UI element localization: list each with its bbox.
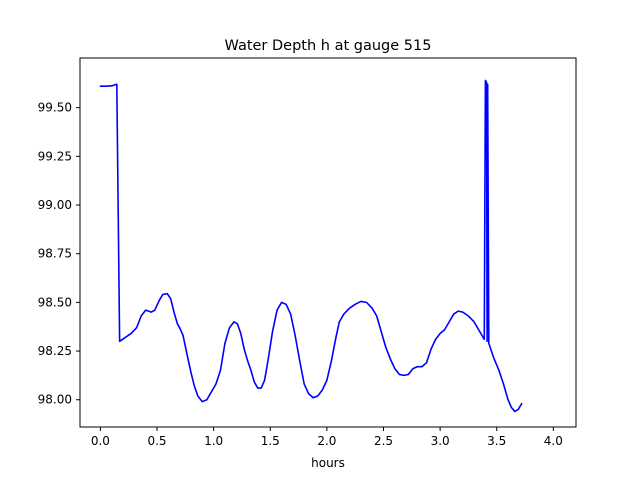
y-tick-label: 99.00 xyxy=(38,198,72,212)
x-tick-label: 3.5 xyxy=(487,434,506,448)
x-tick-label: 3.0 xyxy=(431,434,450,448)
x-tick-label: 0.5 xyxy=(147,434,166,448)
y-tick-label: 99.50 xyxy=(38,101,72,115)
x-axis-ticks: 0.0 0.5 1.0 1.5 2.0 2.5 3.0 3.5 4.0 xyxy=(91,427,563,448)
series-line-0 xyxy=(99,79,523,413)
x-axis-label: hours xyxy=(311,456,345,470)
chart-title: Water Depth h at gauge 515 xyxy=(225,38,432,54)
y-tick-label: 98.00 xyxy=(38,393,72,407)
y-tick-label: 99.25 xyxy=(38,149,72,163)
y-tick-label: 98.50 xyxy=(38,295,72,309)
y-axis-ticks: 98.00 98.25 98.50 98.75 99.00 99.25 99.50 xyxy=(38,101,80,407)
series-group xyxy=(99,79,523,413)
plot-area xyxy=(80,58,576,427)
x-tick-label: 4.0 xyxy=(544,434,563,448)
plot-frame xyxy=(79,57,577,428)
x-tick-label: 2.5 xyxy=(374,434,393,448)
x-tick-label: 2.0 xyxy=(317,434,336,448)
y-tick-label: 98.75 xyxy=(38,247,72,261)
x-tick-label: 1.0 xyxy=(204,434,223,448)
x-tick-label: 0.0 xyxy=(91,434,110,448)
x-tick-label: 1.5 xyxy=(261,434,280,448)
y-tick-label: 98.25 xyxy=(38,344,72,358)
